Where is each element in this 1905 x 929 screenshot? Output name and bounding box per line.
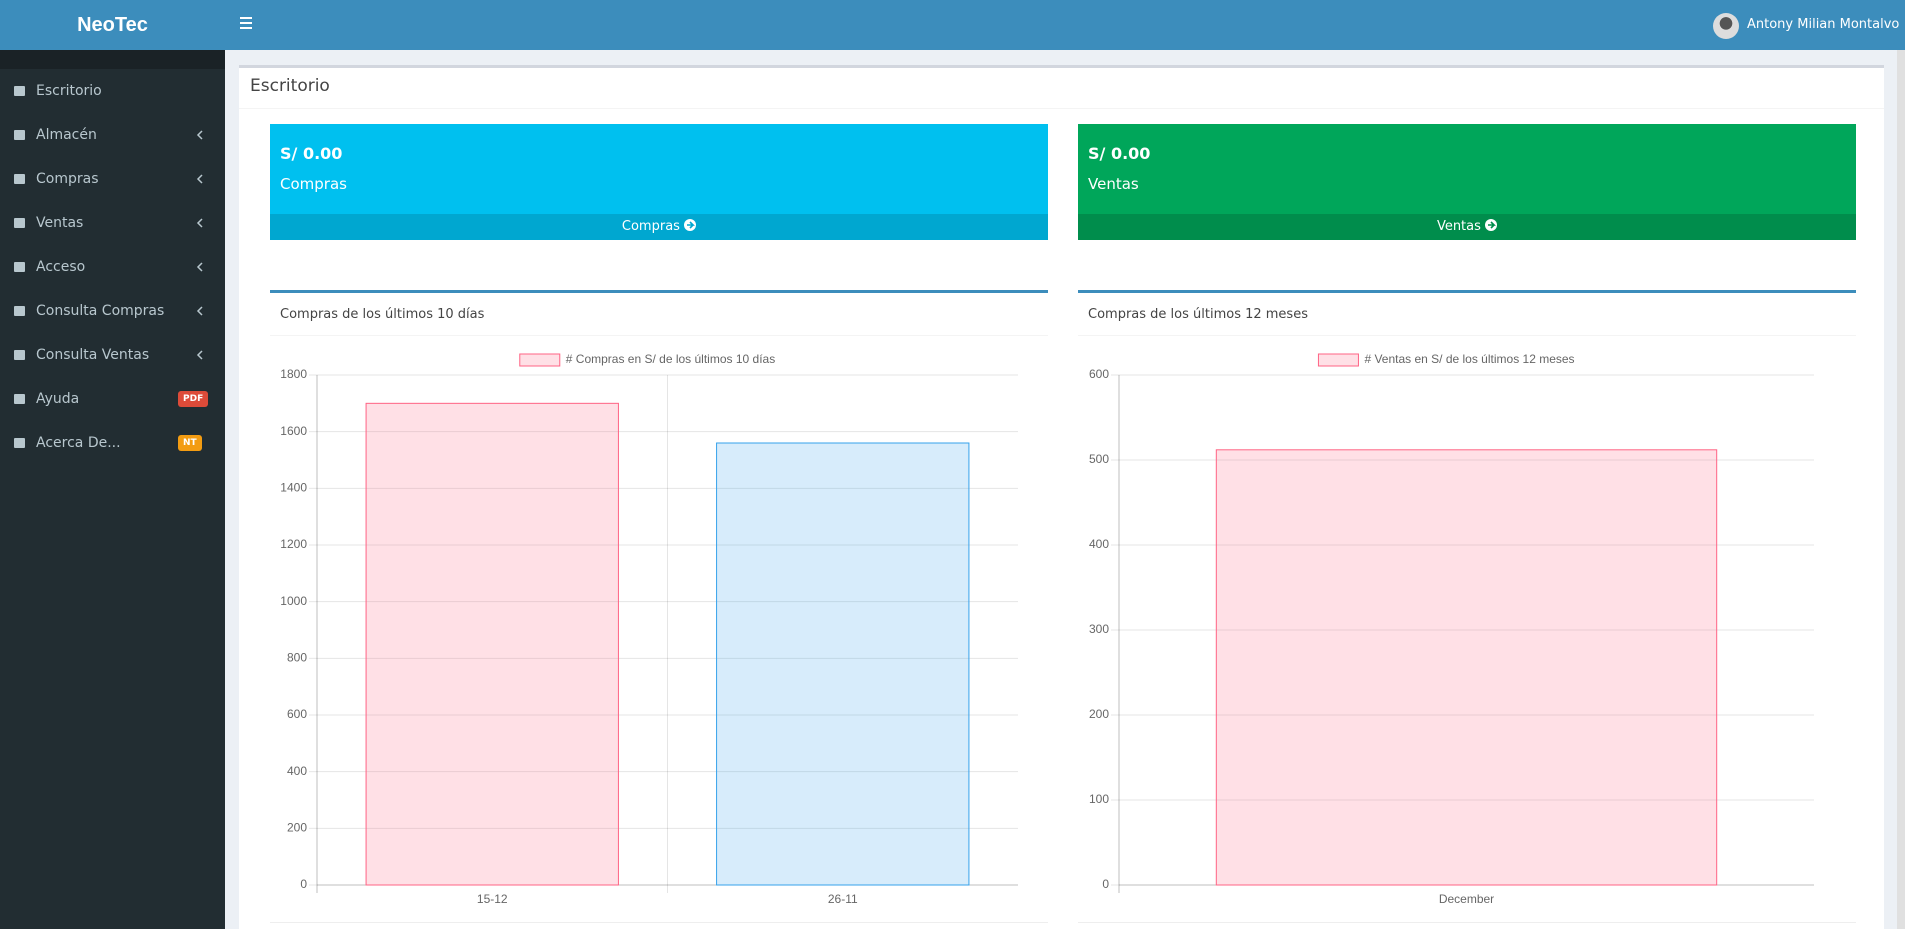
y-tick-label: 1200 <box>280 537 307 551</box>
chart-box: Compras de los últimos 12 meses <box>1078 290 1856 923</box>
menu-icon <box>14 394 25 404</box>
y-tick-label: 1000 <box>280 594 307 608</box>
menu-item[interactable]: Escritorio <box>0 69 225 113</box>
y-tick-label: 500 <box>1089 452 1109 466</box>
chart-title: Compras de los últimos 12 meses <box>1088 307 1308 322</box>
menu-icon <box>14 218 25 228</box>
menu-item[interactable]: Compras <box>0 157 225 201</box>
chevron <box>196 130 203 140</box>
arrow-icon <box>1485 219 1498 231</box>
menu-label: Ventas <box>36 215 84 231</box>
stat-box: S/ 0.00 Compras Compras <box>270 124 1048 240</box>
stat-amount: S/ 0.00 <box>280 144 343 163</box>
stat-link[interactable]: Compras <box>621 219 680 234</box>
menu-label: Consulta Ventas <box>36 347 150 363</box>
chevron <box>196 174 203 184</box>
bar <box>1215 449 1718 886</box>
menu-toggle[interactable] <box>240 17 252 31</box>
menu-label: Almacén <box>36 127 97 143</box>
y-tick-label: 200 <box>287 821 307 835</box>
top-bar <box>0 0 1905 50</box>
chart-box: Compras de los últimos 10 días <box>270 290 1048 923</box>
scrollbar[interactable] <box>1897 50 1905 929</box>
legend-swatch <box>519 353 561 367</box>
stat-footer[interactable]: Ventas <box>1078 214 1856 240</box>
badge: NT <box>178 435 202 451</box>
stat-link[interactable]: Ventas <box>1436 219 1481 234</box>
legend-label: # Compras en S/ de los últimos 10 días <box>566 352 775 366</box>
y-tick-label: 1400 <box>280 481 307 495</box>
page-title: Escritorio <box>250 76 330 96</box>
y-tick-label: 100 <box>1089 792 1109 806</box>
menu-item[interactable]: Acerca De... NT <box>0 421 225 465</box>
menu-label: Consulta Compras <box>36 303 165 319</box>
y-tick-label: 1800 <box>280 367 307 381</box>
brand[interactable]: NeoTec <box>0 0 225 50</box>
menu-icon <box>14 174 25 184</box>
stat-label: Compras <box>280 175 347 193</box>
menu-item[interactable]: Ayuda PDF <box>0 377 225 421</box>
y-tick-label: 800 <box>287 651 307 665</box>
menu-item[interactable]: Almacén <box>0 113 225 157</box>
menu-icon <box>14 130 25 140</box>
y-tick-label: 400 <box>287 764 307 778</box>
menu-icon <box>14 262 25 272</box>
menu-icon <box>14 438 25 448</box>
stat-amount: S/ 0.00 <box>1088 144 1151 163</box>
chart-title: Compras de los últimos 10 días <box>280 307 485 322</box>
user-name[interactable]: Antony Milian Montalvo <box>1747 17 1900 32</box>
y-tick-label: 0 <box>1102 877 1109 891</box>
menu-item[interactable]: Consulta Compras <box>0 289 225 333</box>
chevron <box>196 218 203 228</box>
y-tick-label: 600 <box>287 707 307 721</box>
y-tick-label: 0 <box>300 877 307 891</box>
divider <box>1078 335 1856 336</box>
menu-label: Acceso <box>36 259 86 275</box>
arrow-icon <box>684 219 697 231</box>
legend-swatch <box>1317 353 1359 367</box>
divider <box>239 108 1884 109</box>
sidebar <box>0 50 225 929</box>
bar <box>716 442 970 886</box>
y-tick-label: 600 <box>1089 367 1109 381</box>
avatar[interactable] <box>1713 13 1739 39</box>
y-tick-label: 200 <box>1089 707 1109 721</box>
y-tick-label: 300 <box>1089 622 1109 636</box>
menu-label: Escritorio <box>36 83 102 99</box>
menu-icon <box>14 350 25 360</box>
menu-label: Ayuda <box>36 391 80 407</box>
x-tick-label: 15-12 <box>477 892 508 906</box>
menu-icon <box>14 86 25 96</box>
x-tick-label: December <box>1439 892 1494 906</box>
chevron <box>196 350 203 360</box>
badge: PDF <box>178 391 209 407</box>
legend-label: # Ventas en S/ de los últimos 12 meses <box>1364 352 1574 366</box>
divider <box>270 335 1048 336</box>
menu-label: Acerca De... <box>36 435 121 451</box>
x-tick-label: 26-11 <box>828 892 858 906</box>
chevron <box>196 262 203 272</box>
menu-icon <box>14 306 25 316</box>
stat-label: Ventas <box>1088 175 1139 193</box>
menu-item[interactable]: Ventas <box>0 201 225 245</box>
sidebar-strip <box>0 50 225 69</box>
menu-item[interactable]: Acceso <box>0 245 225 289</box>
bar <box>365 402 619 886</box>
chevron <box>196 306 203 316</box>
stat-box: S/ 0.00 Ventas Ventas <box>1078 124 1856 240</box>
y-tick-label: 1600 <box>280 424 307 438</box>
menu-label: Compras <box>36 171 99 187</box>
menu-item[interactable]: Consulta Ventas <box>0 333 225 377</box>
stat-footer[interactable]: Compras <box>270 214 1048 240</box>
y-tick-label: 400 <box>1089 537 1109 551</box>
